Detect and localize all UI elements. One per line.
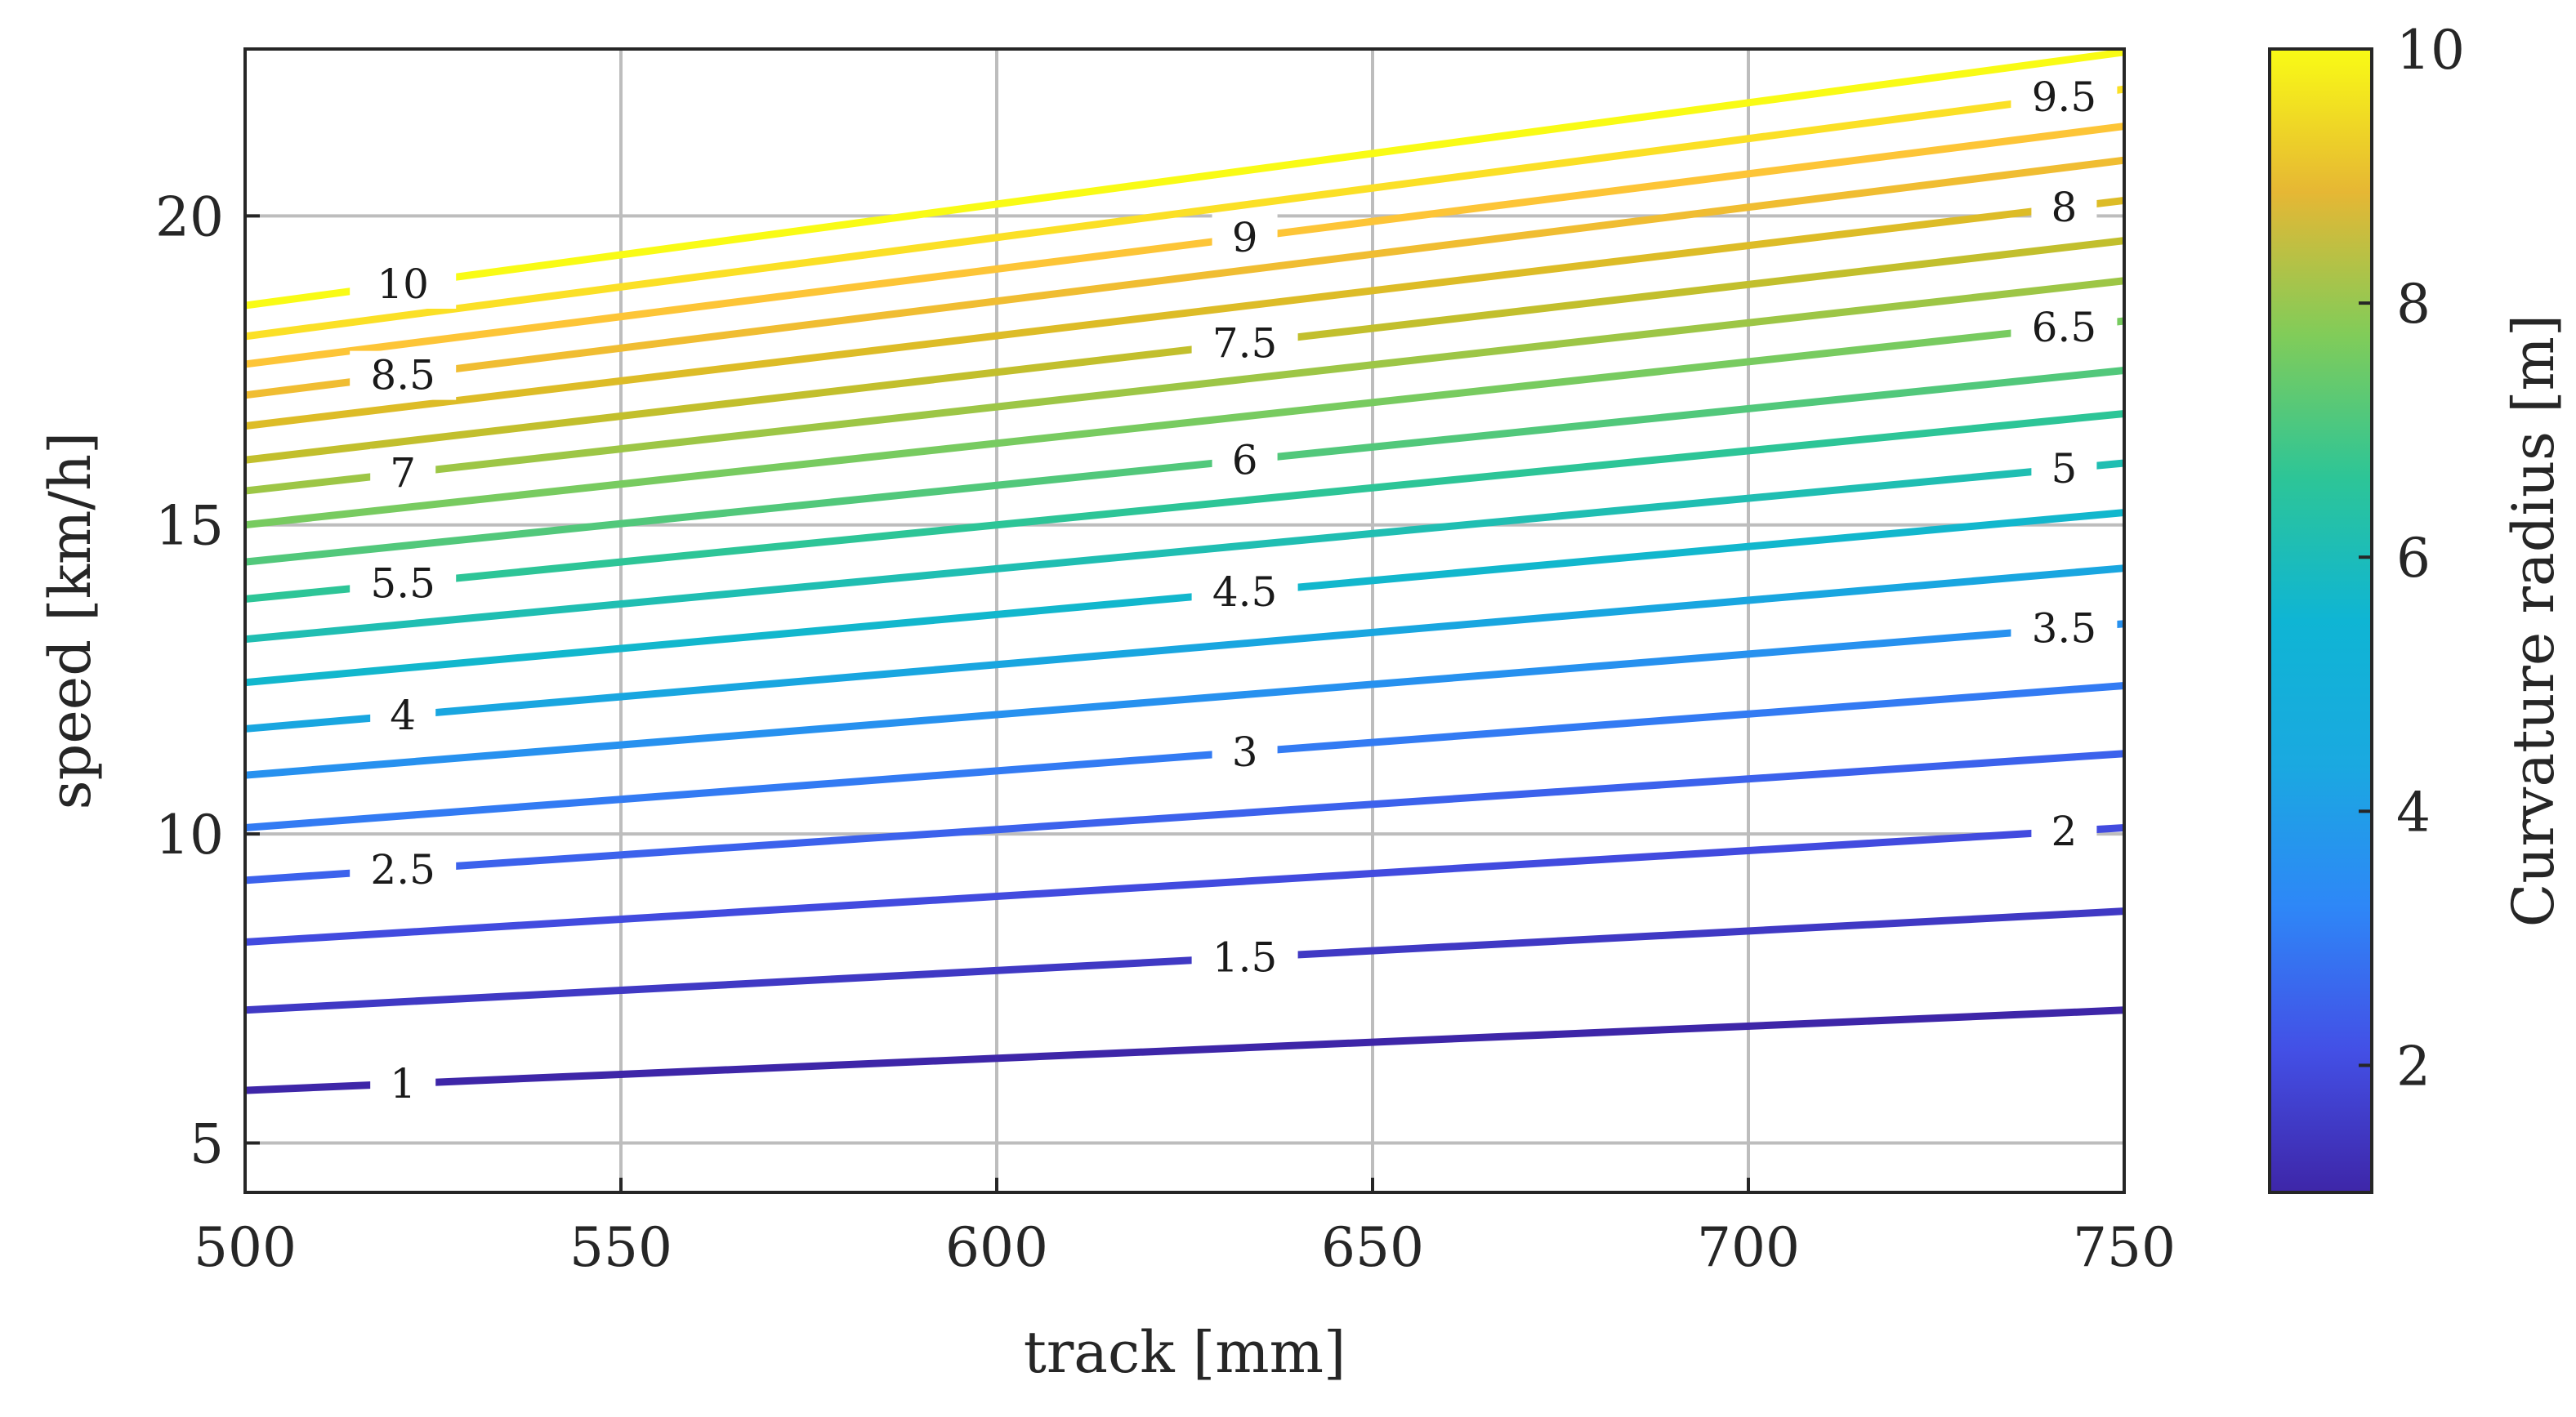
contour-label: 6.5 [2032, 304, 2097, 351]
y-tick-label: 5 [190, 1112, 224, 1175]
contour-label: 2 [2051, 808, 2077, 855]
contour-label-bg [1191, 567, 1298, 617]
x-tick-label: 750 [2073, 1216, 2176, 1279]
colorbar-label: Curvature radius [m] [2500, 314, 2567, 927]
y-tick-labels: 5 10 15 20 [155, 185, 224, 1175]
contour-line [244, 410, 2125, 603]
colorbar-tick-label: 6 [2396, 527, 2431, 590]
contour-label-bg [1212, 212, 1278, 262]
contour-label: 4.5 [1212, 568, 1278, 616]
colorbar-tick-label: 10 [2396, 19, 2465, 82]
x-tick-label: 650 [1321, 1216, 1424, 1279]
contour-label-bg [2031, 443, 2097, 493]
contour-line [244, 85, 2125, 341]
contour-label-bg [2011, 72, 2118, 122]
contour-label: 5 [2051, 445, 2077, 492]
contour-label-bg [370, 448, 436, 498]
contour-label: 9.5 [2032, 74, 2097, 121]
contour-line [244, 123, 2125, 368]
x-tick-label: 600 [945, 1216, 1048, 1279]
contour-line [244, 237, 2125, 464]
contour-line [244, 907, 2125, 1014]
contour-label-bg [2011, 302, 2118, 352]
contour-line [244, 824, 2125, 947]
contour-label-bg [370, 690, 436, 740]
contour-line [244, 367, 2125, 566]
x-tick-label: 550 [569, 1216, 672, 1279]
contour-line [244, 277, 2125, 495]
contour-label: 6 [1232, 436, 1258, 483]
y-tick-label: 15 [155, 495, 224, 558]
contour-label-bg [1191, 933, 1298, 983]
y-tick-label: 10 [155, 804, 224, 867]
contour-label-bg [350, 350, 457, 400]
contour-line [244, 750, 2125, 885]
x-tick-labels: 500 550 600 650 700 750 [194, 1216, 2176, 1279]
y-tick-label: 20 [155, 185, 224, 248]
colorbar-tick-label: 8 [2396, 273, 2431, 336]
x-axis-label: track [mm] [1024, 1319, 1346, 1386]
contour-label: 7.5 [1212, 319, 1278, 367]
contour-line [244, 509, 2125, 687]
contour-label: 5.5 [370, 559, 435, 607]
contour-label-bg [1191, 319, 1298, 368]
colorbar [2268, 47, 2373, 1194]
x-tick-label: 700 [1697, 1216, 1800, 1279]
contour-label-bg [1212, 727, 1278, 777]
contour-label-bg [350, 559, 457, 608]
contour-label-bg [2011, 604, 2118, 653]
contour-label: 2.5 [370, 846, 435, 893]
contour-label: 9 [1232, 214, 1258, 261]
contour-label-bg [350, 259, 457, 309]
contour-label-bg [370, 1058, 436, 1108]
contour-line [244, 1006, 2125, 1094]
contour-label-bg [350, 844, 457, 894]
contour-line [244, 156, 2125, 399]
plot-frame [243, 47, 2126, 1194]
y-axis-label: speed [km/h] [37, 432, 104, 810]
contour-line [244, 317, 2125, 529]
contour-line [244, 48, 2125, 310]
contour-label-bg [1212, 435, 1278, 485]
contour-label-bg [2031, 806, 2097, 856]
colorbar-tick-label: 4 [2396, 781, 2431, 844]
contour-label: 3.5 [2032, 605, 2097, 653]
contour-line [244, 564, 2125, 733]
colorbar-tick-label: 2 [2396, 1035, 2431, 1098]
colorbar-tick-labels: 2 4 6 8 10 [2359, 19, 2465, 1098]
contour-label: 1.5 [1212, 934, 1278, 981]
contour-line [244, 620, 2125, 779]
x-tick-label: 500 [194, 1216, 297, 1279]
contour-label: 7 [390, 449, 416, 497]
contour-labels: 1 1.5 2 2.5 3 3.5 4 4.5 5 5.5 6 6.5 7 7.5 8 8.5 9 9.5 10 [350, 72, 2118, 1108]
contour-label-bg [2031, 183, 2097, 233]
contour-label: 4 [390, 692, 416, 739]
contour-line [244, 196, 2125, 430]
contour-label: 8 [2051, 184, 2077, 231]
contour-label: 8.5 [370, 352, 435, 399]
contour-label: 3 [1232, 729, 1258, 776]
contour-label: 1 [390, 1060, 416, 1107]
contour-line [244, 681, 2125, 832]
contour-label: 10 [377, 261, 429, 308]
contour-line [244, 459, 2125, 644]
contour-lines [244, 48, 2125, 1094]
